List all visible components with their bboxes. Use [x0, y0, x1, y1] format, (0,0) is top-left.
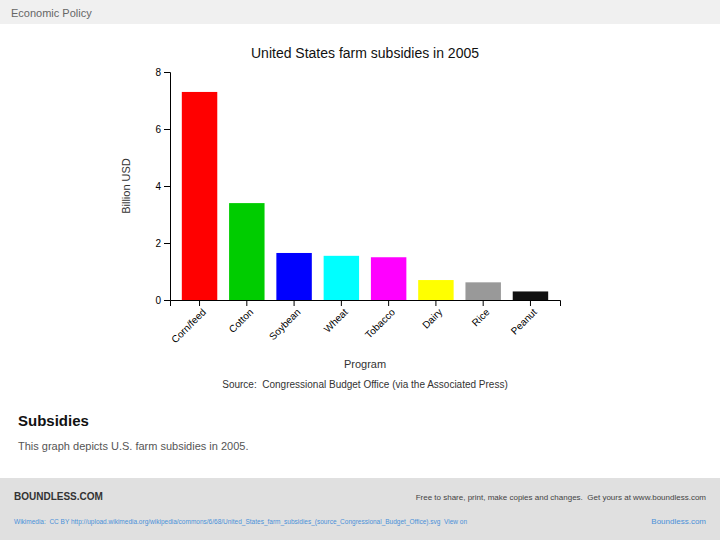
x-tick: Corn/feed — [169, 300, 208, 345]
x-tick-mark — [246, 300, 247, 306]
x-axis-title: Program — [344, 358, 386, 370]
plot: 0 2 4 6 8 Corn/feed Cotton Soybean Wheat Tobacco D… — [155, 67, 560, 345]
bars — [182, 92, 548, 300]
x-tick: Tobacco — [363, 300, 397, 340]
chart-container: 0 2 4 6 8 Corn/feed Cotton Soybean Wheat Tobacco D… — [0, 0, 720, 540]
bar — [276, 253, 311, 300]
y-tick: 2 — [155, 238, 170, 249]
x-tick: Peanut — [509, 300, 539, 337]
footer-license: Free to share, print, make copies and ch… — [416, 493, 707, 502]
x-tick-mark — [294, 300, 295, 306]
x-tick: Cotton — [227, 300, 256, 335]
y-tick-mark — [164, 129, 170, 130]
x-tick: Soybean — [267, 300, 303, 342]
x-tick-label: Dairy — [420, 306, 444, 330]
y-tick-label: 6 — [155, 124, 161, 135]
y-tick-label: 4 — [155, 181, 161, 192]
y-tick-label: 8 — [155, 67, 161, 78]
content-background — [0, 24, 720, 478]
x-axis: Corn/feed Cotton Soybean Wheat Tobacco Dairy R… — [169, 300, 560, 345]
y-tick-mark — [164, 243, 170, 244]
x-tick-mark — [435, 300, 436, 306]
x-tick-label: Rice — [470, 306, 492, 328]
bar — [182, 92, 217, 300]
y-axis: 0 2 4 6 8 — [155, 67, 170, 306]
x-tick-mark — [530, 300, 531, 306]
x-tick-label: Cotton — [227, 306, 256, 335]
x-tick-label: Soybean — [267, 306, 303, 342]
chart-svg: 0 2 4 6 8 Corn/feed Cotton Soybean Wheat Tobacco D… — [0, 0, 720, 540]
y-tick: 0 — [155, 295, 170, 306]
y-tick-mark — [164, 186, 170, 187]
x-tick-mark — [199, 300, 200, 306]
x-tick-label: Corn/feed — [169, 306, 208, 345]
bar — [371, 257, 406, 300]
bar — [513, 291, 548, 300]
source-note: Source: Congressional Budget Office (via… — [222, 379, 508, 390]
footer-site-link: Boundless.com — [651, 517, 706, 526]
footer-source-link: Wikimedia: CC BY http://upload.wikimedia… — [14, 518, 467, 526]
x-tick: Wheat — [322, 300, 350, 335]
subtitle: Subsidies — [18, 412, 89, 429]
y-tick: 6 — [155, 124, 170, 135]
y-tick-mark — [164, 72, 170, 73]
page-background — [0, 0, 720, 540]
x-tick-label: Wheat — [322, 306, 350, 334]
bar — [324, 256, 359, 300]
y-axis-title: Billion USD — [120, 158, 132, 214]
y-axis-line — [164, 73, 171, 301]
y-tick-label: 0 — [155, 295, 161, 306]
y-tick-label: 2 — [155, 238, 161, 249]
bar — [465, 282, 500, 300]
x-tick-label: Tobacco — [363, 306, 397, 340]
chart-title: United States farm subsidies in 2005 — [251, 45, 479, 61]
y-tick: 4 — [155, 181, 170, 192]
x-tick: Dairy — [420, 300, 444, 331]
x-tick-mark — [483, 300, 484, 306]
x-axis-line — [171, 301, 561, 307]
footer-brand: BOUNDLESS.COM — [14, 491, 103, 502]
bar — [229, 203, 264, 300]
description: This graph depicts U.S. farm subsidies i… — [18, 440, 249, 452]
footer-background — [0, 478, 720, 540]
y-tick-mark — [164, 300, 170, 301]
y-tick: 8 — [155, 67, 170, 78]
x-tick-mark — [341, 300, 342, 306]
x-tick-mark — [388, 300, 389, 306]
header-text: Economic Policy — [11, 7, 92, 19]
x-tick: Rice — [470, 300, 492, 328]
bar — [418, 280, 453, 300]
x-tick-label: Peanut — [509, 306, 539, 336]
